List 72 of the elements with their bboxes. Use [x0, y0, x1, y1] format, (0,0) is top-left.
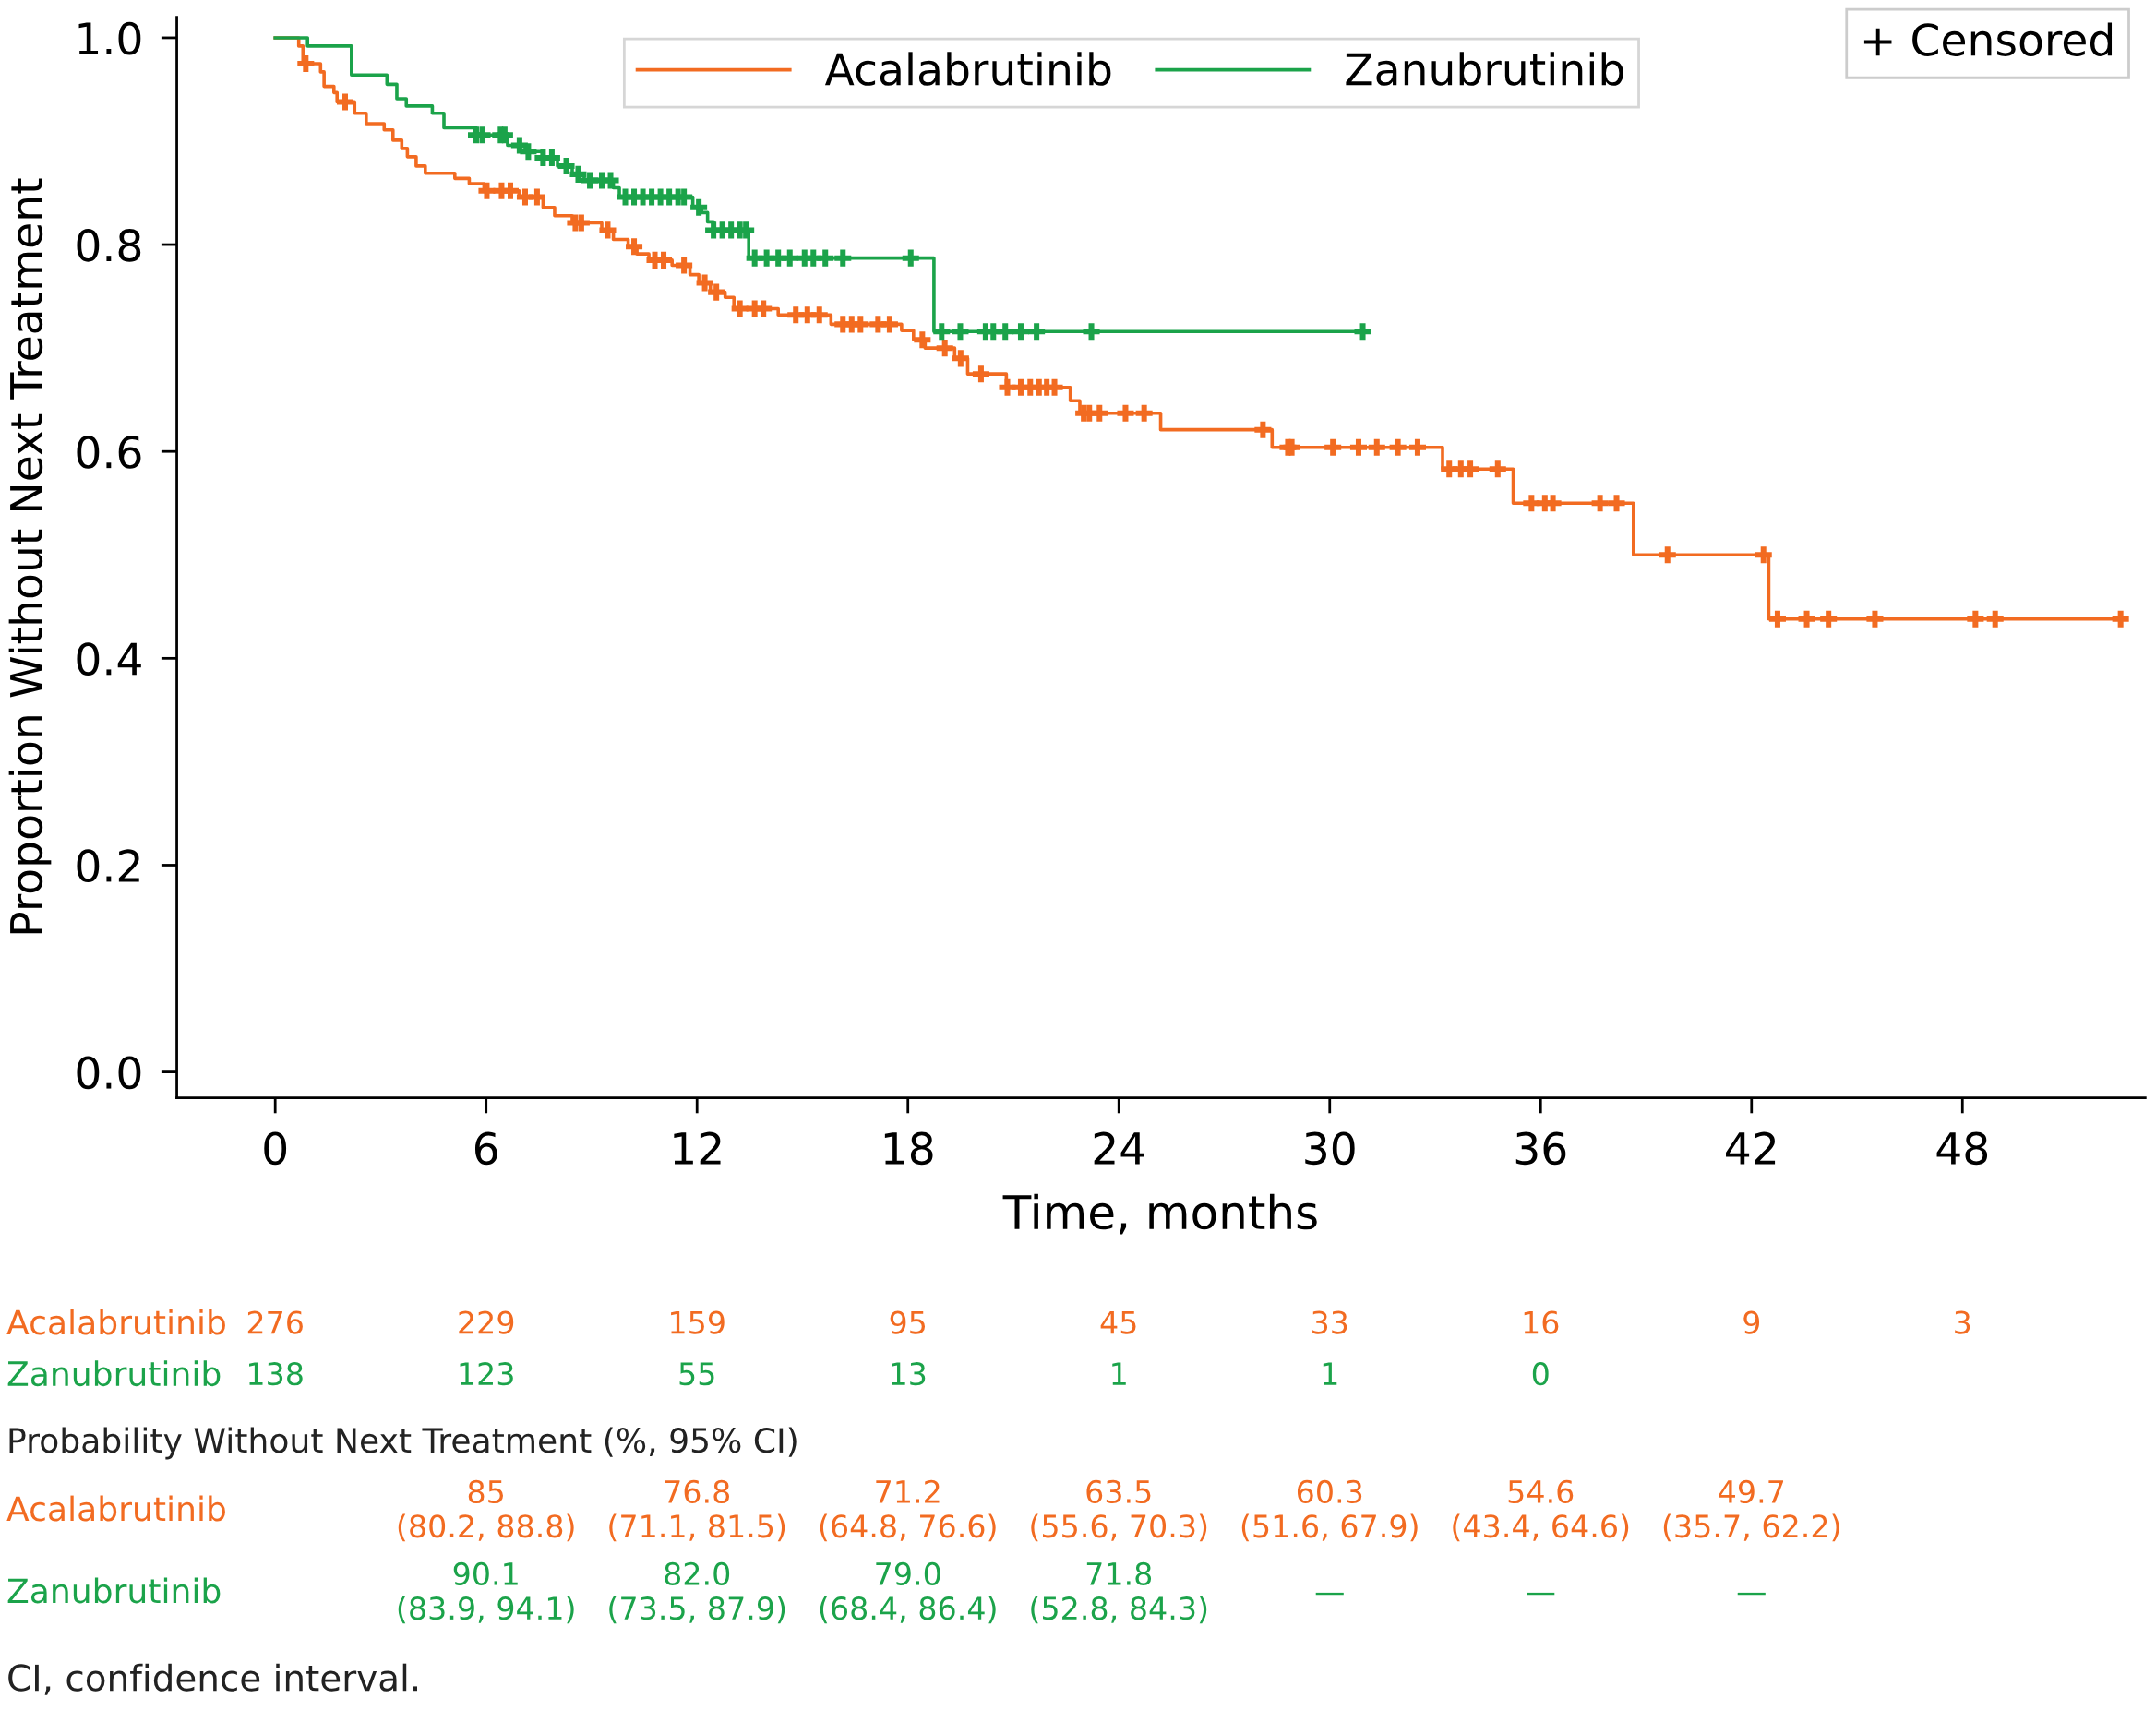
text: CI, confidence interval.: [8, 1663, 418, 1695]
text: 16: [1524, 1310, 1559, 1334]
text: 3: [1955, 1310, 1970, 1334]
point: [817, 249, 834, 267]
text: 276: [247, 1310, 303, 1334]
y-tick-label: 0.4: [77, 642, 141, 676]
text: 71.8 (52.8, 84.3): [1031, 1561, 1207, 1624]
text: 90.1 (83.9, 94.1): [398, 1561, 574, 1624]
text: 159: [671, 1310, 725, 1334]
x-tick-label: 6: [474, 1131, 497, 1166]
y-tick-label: 0.6: [77, 436, 141, 469]
text: 63.5 (55.6, 70.3): [1031, 1479, 1207, 1542]
text: 33: [1312, 1310, 1348, 1334]
point: [952, 323, 969, 341]
x-tick-label: 42: [1726, 1131, 1776, 1165]
text: 76.8 (71.1, 81.5): [609, 1479, 785, 1542]
legend-label: Zanubrutinib: [1346, 52, 1623, 86]
y-tick-label: 0.0: [77, 1056, 141, 1090]
text: 82.0 (73.5, 87.9): [609, 1561, 785, 1624]
y-tick-label: 0.8: [77, 228, 141, 262]
x-tick-label: 18: [884, 1131, 933, 1166]
point: [834, 249, 852, 267]
point: [569, 165, 587, 183]
point: [1028, 323, 1046, 341]
point: [690, 198, 708, 216]
text: —: [1315, 1592, 1344, 1596]
x-tick-label: 12: [674, 1131, 721, 1165]
text: 54.6 (43.4, 64.6): [1453, 1479, 1629, 1542]
text: —: [1527, 1592, 1555, 1596]
x-tick-label: 48: [1936, 1131, 1988, 1166]
text: 60.3 (51.6, 67.9): [1241, 1479, 1418, 1542]
point: [781, 249, 798, 267]
legend-label: Acalabrutinib: [824, 52, 1111, 86]
text: 138: [249, 1362, 303, 1386]
y-tick-label: 0.2: [77, 849, 139, 883]
x-tick-label: 36: [1515, 1131, 1566, 1166]
text: 0: [1532, 1362, 1549, 1386]
text: Zanubrutinib: [7, 1360, 221, 1387]
y-axis-title: Proportion Without Next Treatment: [8, 178, 52, 934]
text: Acalabrutinib: [6, 1309, 225, 1335]
text: Zanubrutinib: [7, 1577, 221, 1604]
text: 55: [679, 1362, 714, 1386]
text: —: [1737, 1592, 1766, 1596]
text: 85 (80.2, 88.8): [398, 1479, 574, 1542]
text: 1: [1112, 1362, 1126, 1385]
point: [902, 249, 919, 267]
text: 123: [460, 1362, 513, 1386]
point: [1012, 323, 1029, 341]
point: [997, 323, 1014, 341]
text: 229: [459, 1310, 514, 1334]
y-tick-label: 1.0: [78, 21, 141, 55]
text: 71.2 (64.8, 76.6): [820, 1479, 996, 1542]
text: 13: [892, 1362, 926, 1386]
point: [933, 323, 951, 341]
x-tick-label: 24: [1094, 1131, 1144, 1165]
point: [520, 143, 537, 161]
text: 95: [890, 1310, 926, 1334]
point: [1083, 323, 1100, 341]
point: [1354, 323, 1371, 341]
text: 49.7 (35.7, 62.2): [1663, 1479, 1839, 1542]
x-tick-label: 30: [1305, 1131, 1355, 1166]
text: 9: [1743, 1310, 1760, 1334]
text: 79.0 (68.4, 86.4): [820, 1561, 996, 1624]
x-axis-title: Time, months: [1002, 1193, 1317, 1235]
point: [557, 157, 575, 174]
text: 1: [1323, 1362, 1337, 1385]
text: Acalabrutinib: [6, 1495, 225, 1522]
text: Probability Without Next Treatment (%, 95% CI): [9, 1427, 797, 1460]
annotation: + Censored: [1863, 22, 2113, 56]
text: 45: [1100, 1310, 1136, 1334]
point: [496, 126, 513, 144]
x-tick-label: 0: [264, 1131, 287, 1166]
